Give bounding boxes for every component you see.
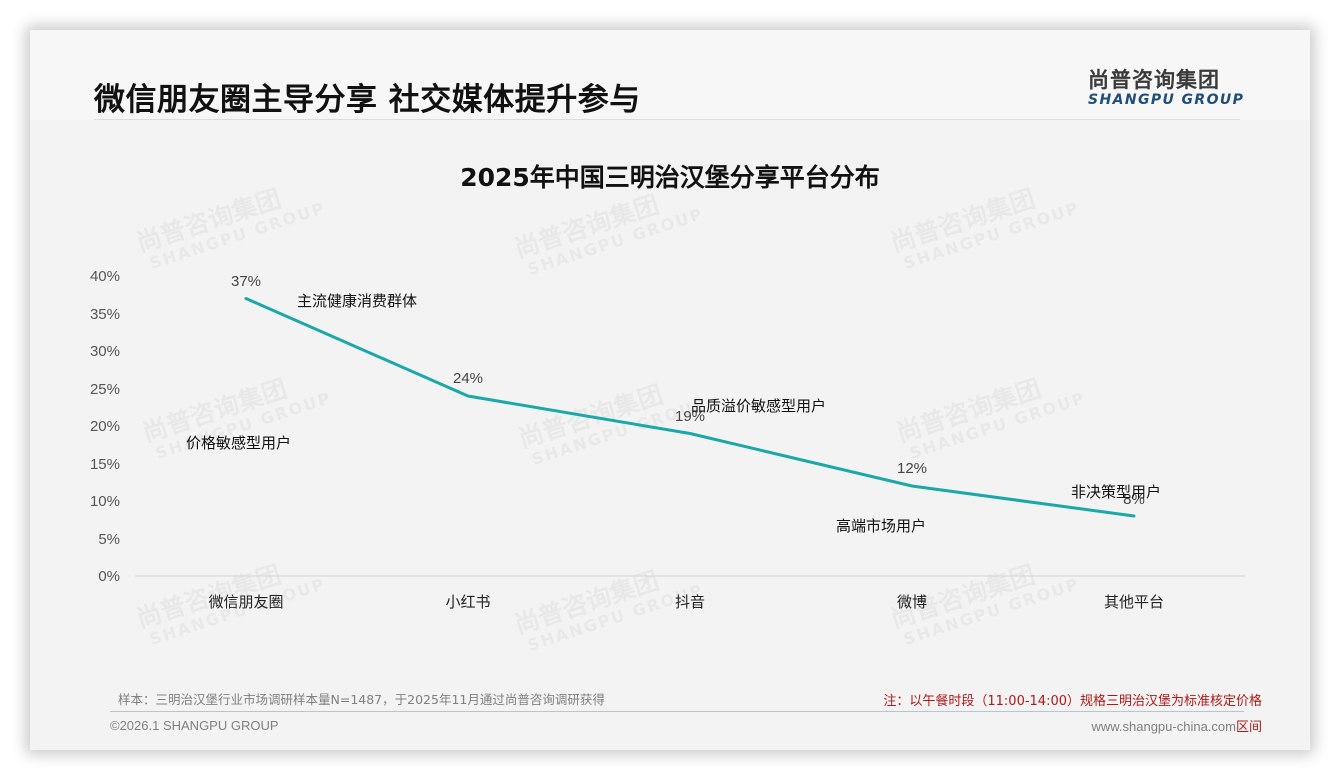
x-tick-label: 抖音 [675,593,705,611]
sample-note: 样本：三明治汉堡行业市场调研样本量N=1487，于2025年11月通过尚普咨询调… [118,692,605,707]
chart-title: 2025年中国三明治汉堡分享平台分布 [460,163,880,192]
header-band [30,30,1310,120]
website-suffix: 区间 [1235,720,1262,735]
x-tick-label: 微信朋友圈 [208,593,283,611]
annotations: 主流健康消费群体 价格敏感型用户 品质溢价敏感型用户 高端市场用户 非决策型用户 [186,292,1161,535]
footer-divider [110,711,1244,712]
watermark: 尚普咨询集团 SHANGPU GROUP [887,184,1082,273]
series-line [244,297,1136,518]
x-tick-label: 小红书 [445,593,490,611]
annotation-label: 主流健康消费群体 [297,292,417,310]
data-label: 8% [1123,491,1145,508]
data-label: 12% [897,460,927,477]
x-tick-label: 其他平台 [1104,593,1164,611]
y-tick-label: 30% [90,343,120,360]
copyright: ©2026.1 SHANGPU GROUP [110,718,279,733]
x-tick-label: 微博 [897,593,927,611]
data-labels: 37% 24% 19% 12% 8% [231,273,1145,508]
website-url: www.shangpu-china.com [1091,719,1236,734]
price-note: 注：以午餐时段（11:00-14:00）规格三明治汉堡为标准核定价格 [883,694,1262,709]
watermark: 尚普咨询集团 SHANGPU GROUP [133,184,328,273]
logo-chinese-text: 尚普咨询集团 [1088,68,1220,92]
data-label: 19% [675,408,705,425]
company-logo: 尚普咨询集团 SHANGPU GROUP [1088,64,1248,108]
y-axis: 0% 5% 10% 15% 20% 25% 30% 35% 40% [90,268,120,585]
data-label: 37% [231,273,261,290]
y-tick-label: 40% [90,268,120,285]
y-tick-label: 0% [98,568,120,585]
x-axis: 微信朋友圈 小红书 抖音 微博 其他平台 [208,593,1164,611]
annotation-label: 高端市场用户 [836,517,926,535]
watermark: 尚普咨询集团 SHANGPU GROUP [893,374,1088,463]
y-tick-label: 20% [90,418,120,435]
annotation-label: 价格敏感型用户 [186,434,291,452]
watermark: 尚普咨询集团 SHANGPU GROUP [511,190,706,279]
slide: 微信朋友圈主导分享 社交媒体提升参与 尚普咨询集团 SHANGPU GROUP … [30,30,1310,750]
logo-english-text: SHANGPU GROUP [1088,92,1245,108]
y-tick-label: 15% [90,456,120,473]
watermarks: 尚普咨询集团 SHANGPU GROUP 尚普咨询集团 SHANGPU GROU… [133,184,1088,655]
data-label: 24% [453,370,483,387]
annotation-label: 品质溢价敏感型用户 [691,397,826,415]
y-tick-label: 25% [90,381,120,398]
header-divider [94,119,1240,120]
y-tick-label: 10% [90,493,120,510]
y-tick-label: 35% [90,306,120,323]
annotation-label: 非决策型用户 [1071,483,1161,501]
page-title: 微信朋友圈主导分享 社交媒体提升参与 [94,82,641,118]
y-tick-label: 5% [98,531,120,548]
website: www.shangpu-china.com区间 [1091,716,1262,735]
line-chart: 尚普咨询集团 SHANGPU GROUP 尚普咨询集团 SHANGPU GROU… [90,184,1245,655]
